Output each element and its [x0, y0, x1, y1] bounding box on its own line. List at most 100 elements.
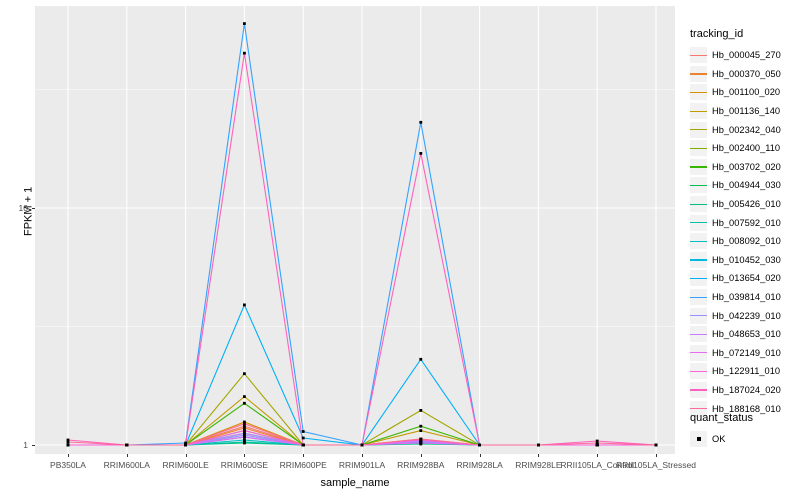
legend-key-box [690, 158, 707, 175]
legend-key-box [690, 214, 707, 231]
x-tick-mark [538, 454, 540, 457]
legend-key-box [690, 140, 707, 157]
legend-key-line-icon [690, 277, 707, 280]
legend-item-Hb_010452_030: Hb_010452_030 [690, 251, 798, 270]
legend-tracking-id: tracking_id Hb_000045_270 Hb_000370_050 Hb… [690, 28, 798, 418]
legend-item-Hb_003702_020: Hb_003702_020 [690, 158, 798, 177]
legend-key-line-icon [690, 389, 707, 391]
legend-key-box [690, 65, 707, 82]
legend-item-Hb_042239_010: Hb_042239_010 [690, 306, 798, 325]
x-tick-label: RRIM928BA [397, 460, 445, 470]
legend-key-line-icon [690, 259, 707, 261]
data-point [125, 443, 129, 447]
legend-key-box [690, 400, 707, 417]
legend-item-label: Hb_007592_010 [712, 217, 781, 228]
legend-key-box [690, 47, 707, 64]
data-point [419, 424, 423, 428]
data-point [184, 443, 187, 447]
x-tick-mark [126, 454, 128, 457]
legend-key-line-icon [690, 91, 707, 94]
legend-key-line-icon [690, 408, 707, 410]
data-point [243, 395, 246, 398]
legend-item-label: Hb_004944_030 [712, 180, 781, 191]
panel-background [35, 6, 675, 454]
data-point [243, 435, 246, 439]
legend-quant-title: quant_status [690, 412, 753, 424]
data-point [243, 372, 246, 376]
legend-item-Hb_039814_010: Hb_039814_010 [690, 288, 798, 307]
data-point [243, 422, 246, 426]
x-tick-label: RRIM928LA [456, 460, 503, 470]
data-point [243, 424, 246, 428]
data-point [66, 440, 70, 444]
x-tick-label: RRIM600LE [162, 460, 209, 470]
data-point [301, 436, 305, 440]
data-point [243, 22, 246, 25]
data-point [537, 443, 540, 447]
data-point [301, 430, 305, 433]
legend-key-box [690, 289, 707, 306]
legend-item-label: Hb_001100_020 [712, 87, 781, 98]
data-point [595, 443, 599, 447]
data-point [419, 120, 423, 124]
data-point [243, 51, 246, 55]
plot-panel [35, 6, 675, 454]
legend-key-line-icon [690, 110, 707, 112]
legend-item-Hb_122911_010: Hb_122911_010 [690, 362, 798, 381]
data-point [301, 443, 305, 447]
legend-key-box [690, 381, 707, 398]
legend-key-box [690, 103, 707, 120]
data-point [243, 401, 246, 405]
data-point [184, 441, 187, 445]
legend-key-line-icon [690, 240, 707, 242]
legend-key-box [690, 326, 707, 343]
x-tick-mark [303, 454, 305, 457]
legend-item-Hb_002400_110: Hb_002400_110 [690, 139, 798, 158]
legend-key-box [690, 344, 707, 361]
legend-key-line-icon [690, 333, 707, 335]
data-point [360, 443, 364, 447]
legend-item-Hb_048653_010: Hb_048653_010 [690, 325, 798, 344]
legend-key-box [690, 121, 707, 138]
data-point [419, 152, 423, 155]
x-tick-label: PB350LA [50, 460, 86, 470]
legend-tracking-items: Hb_000045_270 Hb_000370_050 Hb_001100_020 H… [690, 46, 798, 418]
legend-item-Hb_187024_020: Hb_187024_020 [690, 381, 798, 400]
legend-key-box [690, 84, 707, 101]
data-point [243, 440, 246, 444]
data-point [419, 437, 423, 441]
legend-item-label: Hb_072149_010 [712, 347, 781, 358]
legend-key-box [690, 251, 707, 268]
x-tick-mark [656, 454, 657, 457]
data-point [419, 441, 423, 445]
legend-key-line-icon [690, 352, 707, 354]
legend-item-Hb_004944_030: Hb_004944_030 [690, 176, 798, 195]
x-tick-label: RRII105LA_Stressed [616, 460, 696, 470]
data-point [419, 409, 423, 412]
x-tick-label: RRIM901LA [338, 460, 386, 470]
legend-item-label: Hb_122911_010 [712, 366, 781, 377]
legend-item-label: Hb_003702_020 [712, 161, 781, 172]
legend-key-box [690, 196, 707, 213]
legend-item-label: Hb_042239_010 [712, 310, 781, 321]
legend-item-label: Hb_187024_020 [712, 384, 781, 395]
x-tick-mark [479, 454, 481, 457]
legend-key-line-icon [690, 54, 707, 56]
legend-key-box [690, 307, 707, 324]
legend-key-box [690, 233, 707, 250]
x-tick-label: RRIM600PE [279, 460, 327, 470]
legend-key-line-icon [690, 129, 707, 131]
x-tick-mark [362, 454, 363, 457]
y-tick-mark [32, 444, 35, 446]
ok-square-marker-icon [696, 437, 701, 442]
data-point [419, 429, 423, 432]
x-tick-label: RRIM600SE [220, 460, 269, 470]
legend-item-label: Hb_048653_010 [712, 329, 781, 340]
legend-item-Hb_000045_270: Hb_000045_270 [690, 46, 798, 65]
y-tick-label: 10 [18, 203, 28, 213]
legend-item-label: Hb_013654_020 [712, 273, 781, 284]
legend-key-line-icon [690, 73, 707, 75]
legend-key-box [690, 270, 707, 287]
data-point [419, 357, 423, 361]
legend-key-box [690, 177, 707, 194]
